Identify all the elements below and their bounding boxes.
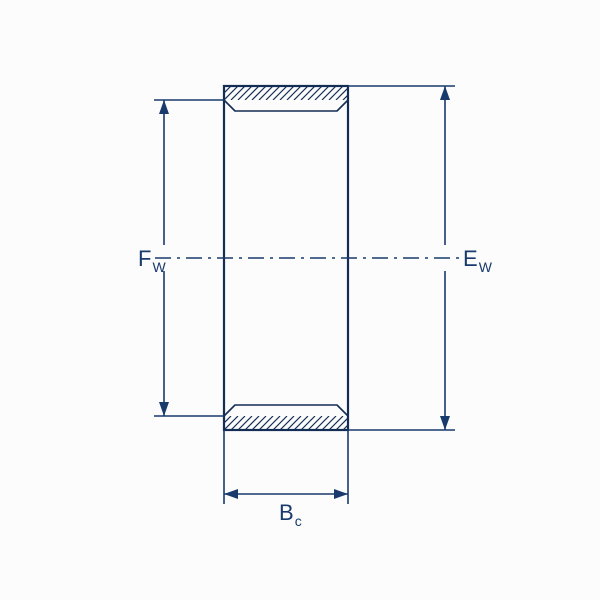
label-ew-symbol: E — [463, 246, 478, 271]
label-fw: FW — [138, 246, 166, 275]
dimensions-layer — [154, 86, 455, 504]
arrowhead-icon — [440, 416, 450, 430]
hatch-band — [210, 86, 371, 100]
diagram-stage: FWEWBc — [0, 0, 600, 600]
arrowhead-icon — [440, 86, 450, 100]
arrowhead-icon — [159, 100, 169, 114]
label-ew: EW — [463, 246, 493, 275]
engineering-drawing: FWEWBc — [0, 0, 600, 600]
label-ew-subscript: W — [479, 259, 493, 275]
label-bc-subscript: c — [295, 513, 302, 529]
labels-layer: FWEWBc — [138, 246, 493, 529]
hatch-band — [210, 416, 371, 430]
arrowhead-icon — [159, 402, 169, 416]
label-bc: Bc — [279, 500, 302, 529]
label-fw-symbol: F — [138, 246, 151, 271]
label-fw-subscript: W — [152, 259, 166, 275]
arrowhead-icon — [224, 489, 238, 499]
arrowhead-icon — [334, 489, 348, 499]
label-bc-symbol: B — [279, 500, 294, 525]
